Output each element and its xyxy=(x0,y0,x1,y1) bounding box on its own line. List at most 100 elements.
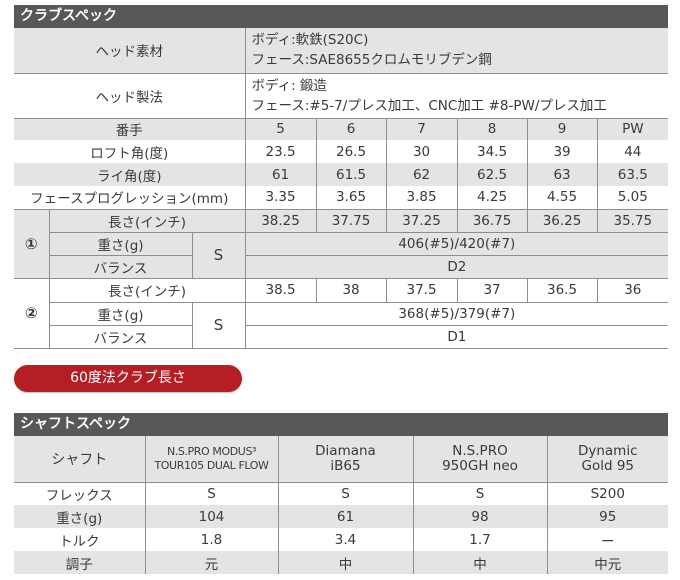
lie-cell: 61.5 xyxy=(315,163,387,186)
variant1-length-cell: 38.25 xyxy=(244,209,317,233)
face-progression-cell: 5.05 xyxy=(596,186,669,210)
shaft-name-row: シャフト N.S.PRO MODUS³ TOUR105 DUAL FLOW Di… xyxy=(14,436,668,483)
face-progression-cell: 4.55 xyxy=(526,186,598,210)
club-number-cell: 6 xyxy=(315,118,387,140)
lie-cell: 62.5 xyxy=(456,163,528,186)
shaft-name-line1: N.S.PRO xyxy=(452,442,508,459)
shaft-name-diamana: Diamana iB65 xyxy=(277,436,413,483)
variant2-balance-row: バランス D1 xyxy=(14,325,669,349)
shaft-name-dynamic-gold: Dynamic Gold 95 xyxy=(546,436,668,483)
head-manufacturing-row: ヘッド製法 ボディ: 鍛造 フェース:#5-7/プレス加工、CNC加工 #8-P… xyxy=(14,73,669,119)
head-manufacturing-value: ボディ: 鍛造 フェース:#5-7/プレス加工、CNC加工 #8-PW/プレス加… xyxy=(244,73,669,119)
sixty-degree-club-length-button[interactable]: 60度法クラブ長さ xyxy=(14,365,242,392)
variant1-length-row: ① 長さ(インチ) 38.25 37.75 37.25 36.75 36.25 … xyxy=(14,209,669,279)
shaft-torque-label: トルク xyxy=(59,533,100,550)
variant1-weight-label: 重さ(g) xyxy=(48,232,192,256)
head-material-value: ボディ:軟鉄(S20C) フェース:SAE8655クロムモリブデン鋼 xyxy=(244,28,669,74)
loft-cell: 39 xyxy=(526,140,598,163)
variant2-length-cell: 36 xyxy=(596,278,669,303)
shaft-kickpoint-row: 調子 元 中 中 中元 xyxy=(14,551,668,574)
club-number-cell: 5 xyxy=(244,118,317,140)
shaft-name-line2: 950GH neo xyxy=(442,457,518,474)
shaft-kickpoint-cell: 中 xyxy=(277,551,413,574)
shaft-name-ns-pro-950gh: N.S.PRO 950GH neo xyxy=(412,436,547,483)
shaft-header-label: シャフト xyxy=(14,436,145,483)
shaft-torque-cell: 1.7 xyxy=(412,528,547,551)
head-manufacturing-body: ボディ: 鍛造 xyxy=(251,77,327,94)
loft-cell: 23.5 xyxy=(244,140,317,163)
shaft-spec-table: シャフト N.S.PRO MODUS³ TOUR105 DUAL FLOW Di… xyxy=(14,436,668,574)
shaft-flex-row: フレックス S S S S200 xyxy=(14,482,668,505)
shaft-flex-label: フレックス xyxy=(45,487,113,504)
club-number-cell: 7 xyxy=(385,118,458,140)
shaft-kickpoint-cell: 中 xyxy=(412,551,547,574)
shaft-name-modus: N.S.PRO MODUS³ TOUR105 DUAL FLOW xyxy=(144,436,278,483)
variant2-length-row: ② 長さ(インチ) 38.5 38 37.5 37 36.5 36 xyxy=(14,278,669,349)
shaft-flex-cell: S xyxy=(412,482,547,505)
variant2-weight-label: 重さ(g) xyxy=(48,302,192,326)
variant1-length-cell: 35.75 xyxy=(596,209,669,233)
face-progression-cell: 4.25 xyxy=(456,186,528,210)
shaft-weight-cell: 95 xyxy=(546,505,668,528)
lie-cell: 61 xyxy=(244,163,317,186)
variant2-weight-value: 368(#5)/379(#7) xyxy=(244,302,669,326)
club-number-row: 番手 5 6 7 8 9 PW xyxy=(14,118,669,140)
club-spec-header: クラブスペック xyxy=(14,5,668,28)
head-material-body: ボディ:軟鉄(S20C) xyxy=(251,32,369,49)
variant2-length-label: 長さ(インチ) xyxy=(48,278,246,303)
shaft-name-line1: Diamana xyxy=(315,442,376,459)
loft-cell: 26.5 xyxy=(315,140,387,163)
variant2-length-cell: 36.5 xyxy=(526,278,598,303)
variant1-balance-row: バランス D2 xyxy=(14,255,669,279)
head-material-face: フェース:SAE8655クロムモリブデン鋼 xyxy=(251,52,492,69)
club-spec-table: ヘッド素材 ボディ:軟鉄(S20C) フェース:SAE8655クロムモリブデン鋼… xyxy=(14,28,669,349)
variant1-length-label: 長さ(インチ) xyxy=(48,209,246,233)
shaft-name-line1: Dynamic xyxy=(577,442,638,459)
shaft-name-line2: iB65 xyxy=(330,457,361,474)
head-material-row: ヘッド素材 ボディ:軟鉄(S20C) フェース:SAE8655クロムモリブデン鋼 xyxy=(14,28,669,74)
shaft-name-line1: N.S.PRO MODUS³ xyxy=(166,444,257,458)
variant2-length-cell: 38.5 xyxy=(244,278,317,303)
shaft-spec-title: シャフトスペック xyxy=(20,416,132,432)
face-progression-row: フェースプログレッション(mm) 3.35 3.65 3.85 4.25 4.5… xyxy=(14,186,669,210)
variant2-balance-label: バランス xyxy=(48,325,192,349)
face-progression-label: フェースプログレッション(mm) xyxy=(14,186,246,210)
face-progression-cell: 3.65 xyxy=(315,186,387,210)
head-manufacturing-face: フェース:#5-7/プレス加工、CNC加工 #8-PW/プレス加工 xyxy=(251,97,607,114)
club-number-label: 番手 xyxy=(115,123,143,140)
loft-cell: 44 xyxy=(596,140,669,163)
shaft-kickpoint-cell: 中元 xyxy=(546,551,668,574)
club-number-cell: 9 xyxy=(526,118,598,140)
head-material-label: ヘッド素材 xyxy=(14,28,246,74)
variant2-length-cell: 38 xyxy=(315,278,387,303)
loft-cell: 30 xyxy=(385,140,458,163)
loft-row: ロフト角(度) 23.5 26.5 30 34.5 39 44 xyxy=(14,140,669,163)
club-spec-title: クラブスペック xyxy=(20,8,118,24)
shaft-kickpoint-label: 調子 xyxy=(65,556,93,573)
shaft-torque-cell: ー xyxy=(546,528,668,551)
variant2-length-cell: 37.5 xyxy=(385,278,458,303)
variant1-flex: S xyxy=(191,232,246,279)
shaft-name-line2: Gold 95 xyxy=(581,457,634,474)
lie-row: ライ角(度) 61 61.5 62 62.5 63 63.5 xyxy=(14,163,669,186)
shaft-weight-cell: 61 xyxy=(277,505,413,528)
shaft-flex-cell: S xyxy=(144,482,278,505)
shaft-flex-cell: S200 xyxy=(546,482,668,505)
sixty-degree-club-length-label: 60度法クラブ長さ xyxy=(70,370,186,386)
variant1-weight-value: 406(#5)/420(#7) xyxy=(244,232,669,256)
loft-cell: 34.5 xyxy=(456,140,528,163)
shaft-torque-row: トルク 1.8 3.4 1.7 ー xyxy=(14,528,668,551)
head-manufacturing-label: ヘッド製法 xyxy=(14,73,246,119)
face-progression-cell: 3.35 xyxy=(244,186,317,210)
face-progression-cell: 3.85 xyxy=(385,186,458,210)
shaft-weight-cell: 98 xyxy=(412,505,547,528)
shaft-name-line2: TOUR105 DUAL FLOW xyxy=(154,458,269,472)
shaft-spec-header: シャフトスペック xyxy=(14,413,668,436)
lie-cell: 63 xyxy=(526,163,598,186)
lie-cell: 62 xyxy=(385,163,458,186)
variant2-marker: ② xyxy=(14,278,49,349)
variant1-weight-row: 重さ(g) S 406(#5)/420(#7) xyxy=(14,232,669,279)
variant1-balance-label: バランス xyxy=(48,255,192,279)
loft-label: ロフト角(度) xyxy=(90,145,169,162)
shaft-torque-cell: 1.8 xyxy=(144,528,278,551)
